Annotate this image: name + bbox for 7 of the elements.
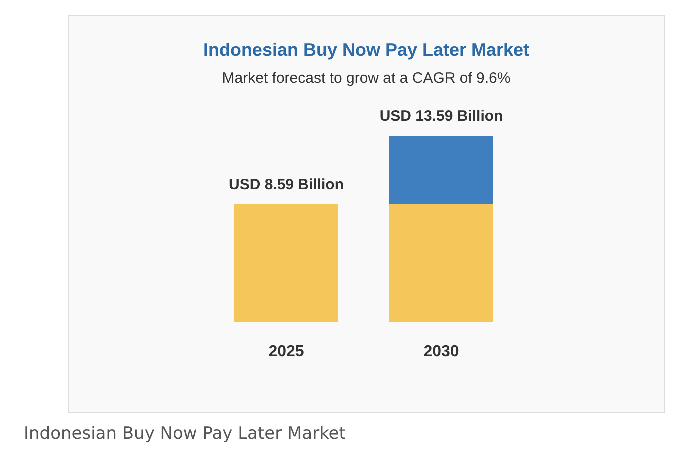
total-label: USD 13.59 Billion [380, 108, 504, 125]
text: Indonesian Buy Now Pay Later Market [24, 424, 346, 444]
chart-title: Indonesian Buy Now Pay Later Market [203, 40, 530, 60]
x-tick-label: 2025 [268, 344, 304, 360]
data-label: USD 8.59 Billion [228, 176, 344, 194]
x-tick-label: 2030 [424, 344, 460, 360]
chart-subtitle: Market forecast to grow at a CAGR of 9.6% [222, 70, 511, 87]
